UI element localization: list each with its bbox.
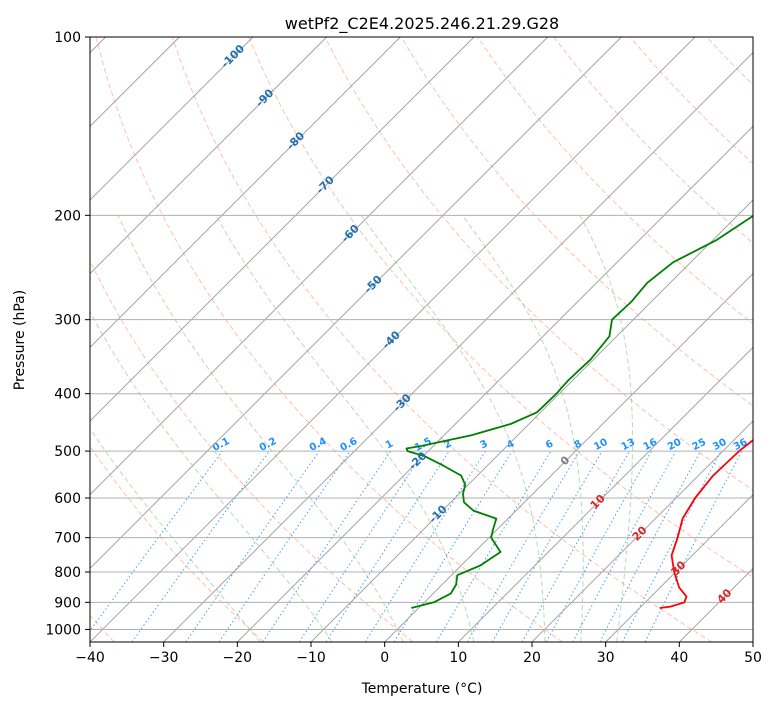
chart-title: wetPf2_C2E4.2025.246.21.29.G28 [285,14,559,34]
y-tick-label: 500 [54,444,81,460]
y-axis-label: Pressure (hPa) [12,290,28,390]
y-tick-label: 100 [54,30,81,46]
y-tick-label: 300 [54,313,81,329]
y-tick-label: 1000 [45,622,81,638]
x-tick-label: −10 [296,650,326,666]
x-tick-label: 20 [523,650,541,666]
x-axis-ticks: −40 −30 −20 −10 0 10 20 30 40 50 [75,642,762,666]
x-tick-label: 40 [670,650,688,666]
x-tick-label: −40 [75,650,105,666]
x-tick-label: 50 [744,650,762,666]
x-tick-label: 10 [449,650,467,666]
x-tick-label: −20 [223,650,253,666]
y-axis-ticks: 100 200 300 400 500 600 700 800 900 1000 [45,30,90,638]
x-tick-label: 0 [380,650,389,666]
y-tick-label: 900 [54,595,81,611]
y-tick-label: 700 [54,531,81,547]
y-tick-label: 600 [54,491,81,507]
x-tick-label: 30 [597,650,615,666]
y-tick-label: 200 [54,208,81,224]
y-tick-label: 400 [54,387,81,403]
x-tick-label: −30 [149,650,179,666]
y-tick-label: 800 [54,565,81,581]
x-axis-label: Temperature (°C) [361,681,483,697]
isotherm [753,37,775,642]
plot-area [90,37,753,642]
